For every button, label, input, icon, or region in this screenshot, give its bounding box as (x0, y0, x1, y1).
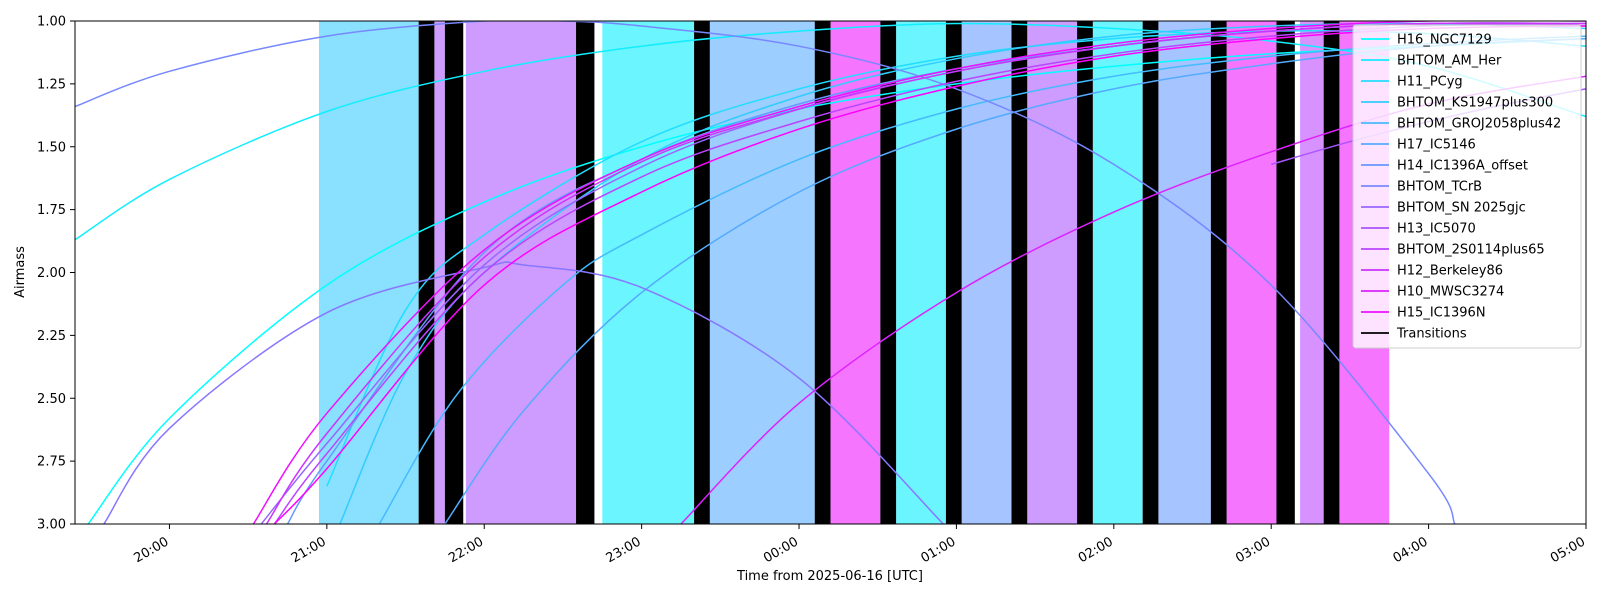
legend-label-8: BHTOM_SN 2025gjc (1397, 201, 1526, 216)
legend-label-6: H14_IC1396A_offset (1397, 159, 1528, 174)
x-tick-label-5: 01:00 (918, 534, 958, 566)
x-axis-label: Time from 2025-06-16 [UTC] (736, 569, 923, 584)
y-tick-label-3: 1.75 (37, 203, 66, 218)
transition-band-1 (444, 21, 464, 524)
y-tick-label-4: 2.00 (37, 266, 66, 281)
legend-label-13: H15_IC1396N (1397, 306, 1486, 321)
legend-label-7: BHTOM_TCrB (1397, 180, 1482, 195)
transition-band-10 (1210, 21, 1227, 524)
y-tick-label-5: 2.25 (37, 329, 66, 344)
x-tick-label-3: 23:00 (604, 534, 644, 566)
y-tick-label-0: 1.00 (37, 15, 66, 30)
legend-label-14: Transitions (1396, 327, 1467, 342)
curve-h10-mwsc3274 (265, 22, 1586, 524)
curve-bhtom-tcrb (75, 21, 1456, 524)
legend-label-11: H12_Berkeley86 (1397, 264, 1503, 279)
legend: H16_NGC7129 BHTOM_AM_Her H11_PCyg BHTOM_KS1… (1352, 24, 1582, 349)
legend-label-2: H11_PCyg (1397, 75, 1463, 90)
observation-window-6 (896, 21, 946, 524)
x-tick-label-2: 22:00 (446, 534, 486, 566)
x-tick-label-9: 05:00 (1548, 534, 1588, 566)
legend-label-0: H16_NGC7129 (1397, 33, 1492, 48)
curve-h12-berkeley86 (273, 22, 1586, 524)
x-tick-label-1: 21:00 (289, 534, 329, 566)
x-tick-label-4: 00:00 (761, 534, 801, 566)
transition-band-12 (1323, 21, 1340, 524)
curve-h11-pcyg (326, 30, 1586, 487)
curve-bhtom-sn-2025gjc (103, 261, 944, 524)
legend-label-9: H13_IC5070 (1397, 222, 1476, 237)
transition-band-6 (945, 21, 962, 524)
legend-label-1: BHTOM_AM_Her (1397, 54, 1502, 69)
curve-extra-0 (252, 21, 1586, 524)
legend-label-5: H17_IC5146 (1397, 138, 1476, 153)
curve-extra-1 (273, 25, 1586, 524)
legend-box (1352, 24, 1582, 349)
legend-label-12: H10_MWSC3274 (1397, 285, 1504, 300)
observation-window-12 (1300, 21, 1324, 524)
observation-window-8 (1027, 21, 1078, 524)
transition-band-11 (1276, 21, 1295, 524)
transition-band-8 (1077, 21, 1093, 524)
y-tick-label-7: 2.75 (37, 455, 66, 470)
x-tick-label-8: 04:00 (1391, 534, 1431, 566)
curve-bhtom-am-her (75, 22, 1586, 241)
y-axis-ticks: 1.00 1.25 1.50 1.75 2.00 2.25 2.50 2.75 3.00 (37, 15, 75, 533)
observation-window-3 (602, 21, 695, 524)
x-tick-label-0: 20:00 (131, 534, 171, 566)
y-tick-label-1: 1.25 (37, 77, 66, 92)
transition-band-5 (880, 21, 897, 524)
observation-window-1 (434, 21, 445, 524)
transition-band-4 (814, 21, 831, 524)
transition-band-3 (694, 21, 710, 524)
transition-band-9 (1142, 21, 1159, 524)
observation-windows (318, 21, 1390, 524)
observation-window-7 (961, 21, 1012, 524)
observation-window-0 (318, 21, 419, 524)
y-tick-label-8: 3.00 (37, 518, 66, 533)
legend-label-4: BHTOM_GROJ2058plus42 (1397, 117, 1561, 132)
observation-window-11 (1226, 21, 1277, 524)
observation-window-9 (1092, 21, 1143, 524)
x-axis-ticks: 20:00 21:00 22:00 23:00 00:00 01:00 02:00 03:00… (131, 524, 1588, 566)
y-axis-label: Airmass (13, 246, 28, 298)
y-tick-label-6: 2.50 (37, 392, 66, 407)
observation-window-2 (465, 21, 577, 524)
legend-label-3: BHTOM_KS1947plus300 (1397, 96, 1553, 111)
transition-band-7 (1011, 21, 1028, 524)
legend-label-10: BHTOM_2S0114plus65 (1397, 243, 1545, 258)
x-tick-label-6: 02:00 (1076, 534, 1116, 566)
observation-window-10 (1158, 21, 1211, 524)
y-tick-label-2: 1.50 (37, 140, 66, 155)
transition-band-0 (418, 21, 435, 524)
x-tick-label-7: 03:00 (1233, 534, 1273, 566)
